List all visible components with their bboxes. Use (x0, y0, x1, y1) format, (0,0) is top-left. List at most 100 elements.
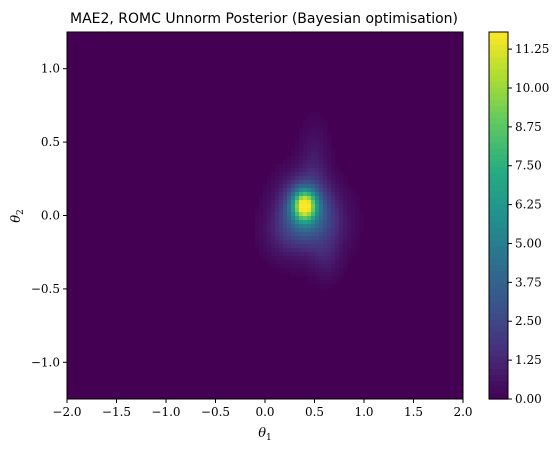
heatmap-cell (307, 232, 312, 237)
heatmap-cell (259, 196, 264, 201)
y-axis: −1.0 −0.5 0.0 0.5 1.0 (31, 62, 67, 369)
heatmap-cell (303, 120, 308, 125)
heatmap-cell (311, 236, 316, 241)
heatmap-cell (283, 228, 288, 233)
heatmap-cell (291, 252, 296, 257)
heatmap-cell (291, 192, 296, 197)
heatmap-cell (319, 140, 324, 145)
heatmap-cell (347, 192, 352, 197)
heatmap-cell (351, 200, 356, 205)
heatmap-cell (331, 256, 336, 261)
heatmap-cell (319, 284, 324, 289)
heatmap-cell (271, 248, 276, 253)
heatmap-cell (335, 232, 340, 237)
heatmap-cell (323, 260, 328, 265)
heatmap-cell (323, 236, 328, 241)
heatmap-cell (279, 168, 284, 173)
heatmap-cell (271, 244, 276, 249)
colorbar-segment (489, 227, 508, 235)
heatmap-cell (291, 260, 296, 265)
heatmap-cell (331, 168, 336, 173)
heatmap-cell (287, 208, 292, 213)
heatmap-cell (335, 204, 340, 209)
heatmap-cell (295, 268, 300, 273)
heatmap-cell (311, 164, 316, 169)
heatmap-cell (283, 200, 288, 205)
heatmap-cell (299, 268, 304, 273)
heatmap-cell (295, 216, 300, 221)
heatmap-cell (287, 192, 292, 197)
heatmap-cell (291, 224, 296, 229)
colorbar-segment (489, 239, 508, 247)
heatmap-cell (283, 256, 288, 261)
heatmap-cell (327, 248, 332, 253)
heatmap-cell (255, 220, 260, 225)
x-tick-label: −1.0 (151, 405, 180, 419)
heatmap-cell (295, 240, 300, 245)
heatmap-cell (351, 192, 356, 197)
colorbar-segment (489, 32, 508, 39)
colorbar-tick-label: 10.00 (515, 81, 549, 95)
heatmap-cell (315, 148, 320, 153)
x-tick-label: 1.5 (404, 405, 423, 419)
heatmap-cell (283, 208, 288, 213)
heatmap-cell (287, 216, 292, 221)
colorbar-segment (489, 135, 508, 143)
heatmap-cell (327, 164, 332, 169)
heatmap-cell (299, 184, 304, 189)
heatmap-cell (311, 148, 316, 153)
heatmap-cell (295, 212, 300, 217)
heatmap-cell (283, 224, 288, 229)
heatmap-cell (311, 116, 316, 121)
heatmap-cell (259, 244, 264, 249)
heatmap-cell (287, 240, 292, 245)
heatmap-cell (291, 180, 296, 185)
heatmap-cell (279, 256, 284, 261)
heatmap-cell (267, 260, 272, 265)
heatmap-cell (339, 204, 344, 209)
heatmap-cell (323, 168, 328, 173)
heatmap-cell (335, 212, 340, 217)
x-tick-label: 0.5 (305, 405, 324, 419)
heatmap-cell (311, 228, 316, 233)
heatmap-cell (327, 264, 332, 269)
heatmap-cell (323, 244, 328, 249)
heatmap-cell (291, 208, 296, 213)
heatmap-cell (315, 200, 320, 205)
heatmap-cell (315, 212, 320, 217)
colorbar-segment (489, 50, 508, 58)
heatmap-cell (307, 140, 312, 145)
heatmap-cell (311, 220, 316, 225)
heatmap-cell (335, 208, 340, 213)
heatmap-cell (311, 192, 316, 197)
heatmap-cell (307, 144, 312, 149)
colorbar-tick-label: 6.25 (515, 198, 542, 212)
heatmap-cell (351, 224, 356, 229)
heatmap-cell (299, 220, 304, 225)
heatmap-cell (355, 224, 360, 229)
heatmap-cell (339, 276, 344, 281)
heatmap-cell (283, 176, 288, 181)
heatmap-cell (315, 180, 320, 185)
heatmap-cell (327, 156, 332, 161)
heatmap-cell (311, 240, 316, 245)
heatmap-cell (307, 264, 312, 269)
heatmap-cell (347, 216, 352, 221)
heatmap-cell (311, 120, 316, 125)
heatmap-cell (299, 200, 304, 205)
heatmap-cell (307, 276, 312, 281)
heatmap-cell (323, 212, 328, 217)
heatmap-cell (351, 212, 356, 217)
heatmap-cell (307, 180, 312, 185)
heatmap-cell (307, 160, 312, 165)
heatmap-cell (267, 236, 272, 241)
heatmap-cell (319, 232, 324, 237)
heatmap-cell (323, 192, 328, 197)
heatmap-cell (279, 244, 284, 249)
colorbar-segment (489, 295, 508, 302)
heatmap-cell (319, 224, 324, 229)
heatmap-cell (355, 232, 360, 237)
heatmap-cell (347, 236, 352, 241)
heatmap-cell (311, 132, 316, 137)
heatmap-cell (323, 188, 328, 193)
